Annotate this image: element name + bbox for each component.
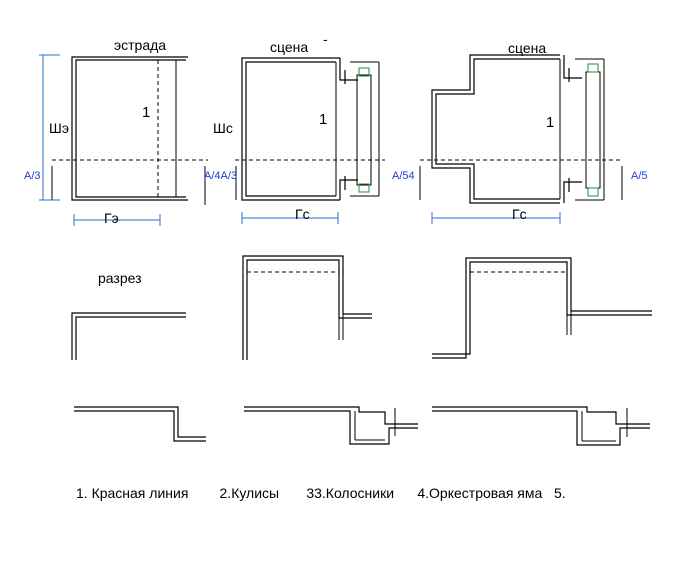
plan-scene-pockets: сцена Гс 1 А/54 А/5 xyxy=(392,40,648,224)
section-outer xyxy=(74,406,206,438)
label-sh-e: Шэ xyxy=(49,120,69,136)
section-estrada-upper xyxy=(71,312,186,360)
section-outer xyxy=(244,406,418,425)
section-outer xyxy=(242,255,372,360)
section-estrada-lower xyxy=(74,406,206,442)
section-outer xyxy=(432,257,652,359)
section-scene-lower xyxy=(244,406,418,445)
label-g-e: Гэ xyxy=(104,210,119,226)
pocket-inner-wall xyxy=(435,58,560,200)
pocket-stub-top xyxy=(563,55,582,79)
label-estrada: эстрада xyxy=(114,37,166,53)
section-pocket-upper xyxy=(432,257,652,359)
section-scene-upper xyxy=(242,255,372,360)
axis-mark-a54: А/54 xyxy=(392,170,415,182)
label-g-s-1: Гс xyxy=(295,206,310,222)
plan-estrada: эстрада Шэ Гэ 1 А/3 xyxy=(24,37,208,226)
scene-stub-bottom xyxy=(339,179,358,200)
scene-orchestra-pit xyxy=(356,74,372,186)
label-razrez: разрез xyxy=(98,270,142,286)
label-one-a: 1 xyxy=(142,104,150,121)
estrada-inner-wall xyxy=(75,59,186,198)
pocket-stub-bottom xyxy=(563,181,582,203)
scene-inner-wall xyxy=(245,61,336,197)
axis-mark-a4-a3: А/4А/3 xyxy=(204,170,237,182)
section-inner xyxy=(75,316,186,360)
label-sh-s: Шс xyxy=(213,120,233,136)
section-inner xyxy=(432,410,650,446)
label-one-b: 1 xyxy=(319,111,327,128)
pocket-outer-wall xyxy=(431,54,560,204)
label-g-s-2: Гс xyxy=(512,206,527,222)
scene-stub-top xyxy=(339,58,358,81)
axis-mark-a3: А/3 xyxy=(24,170,41,182)
label-scene-2: сцена xyxy=(508,40,546,56)
section-inner xyxy=(74,410,206,442)
label-scene-1: сцена xyxy=(270,39,308,55)
label-dash-mark: - xyxy=(323,31,328,47)
scene-pit-marker-top xyxy=(358,67,370,77)
section-inner xyxy=(246,259,372,360)
plan-scene: сцена - Шс Гс 1 А/4А/3 xyxy=(204,31,385,224)
axis-mark-a5: А/5 xyxy=(631,170,648,182)
pocket-pit-marker-top xyxy=(587,63,599,73)
section-inner xyxy=(244,410,418,445)
label-one-c: 1 xyxy=(546,114,554,131)
section-outer xyxy=(71,312,186,360)
estrada-outer-wall xyxy=(71,56,188,201)
section-outer xyxy=(432,406,650,425)
pocket-orchestra-pit xyxy=(585,71,601,189)
scene-pit-marker-bottom xyxy=(358,183,370,193)
section-inner xyxy=(432,261,652,355)
pocket-pit-marker-bottom xyxy=(587,187,599,197)
legend-text: 1. Красная линия 2.Кулисы 33.Колосники 4… xyxy=(76,485,566,501)
scene-outer-wall xyxy=(241,57,340,201)
section-pocket-lower xyxy=(432,406,650,446)
